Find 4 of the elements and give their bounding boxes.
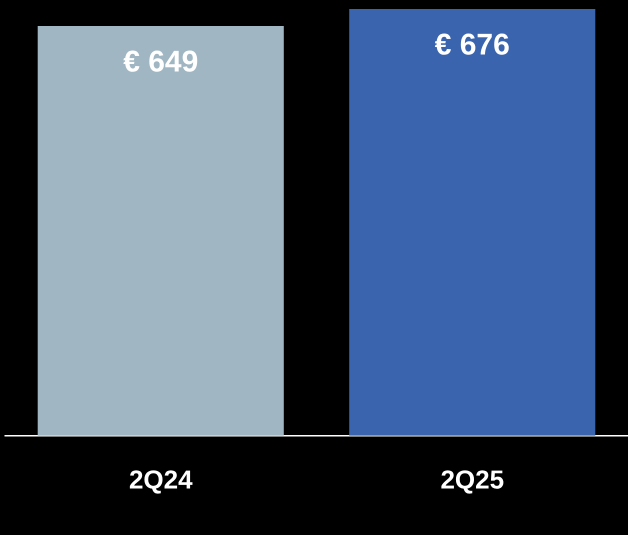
data-label: € 649 — [123, 45, 198, 78]
x-tick-label: 2Q24 — [128, 464, 194, 495]
data-label: € 676 — [434, 28, 510, 62]
x-tick-label: 2Q25 — [440, 464, 504, 495]
